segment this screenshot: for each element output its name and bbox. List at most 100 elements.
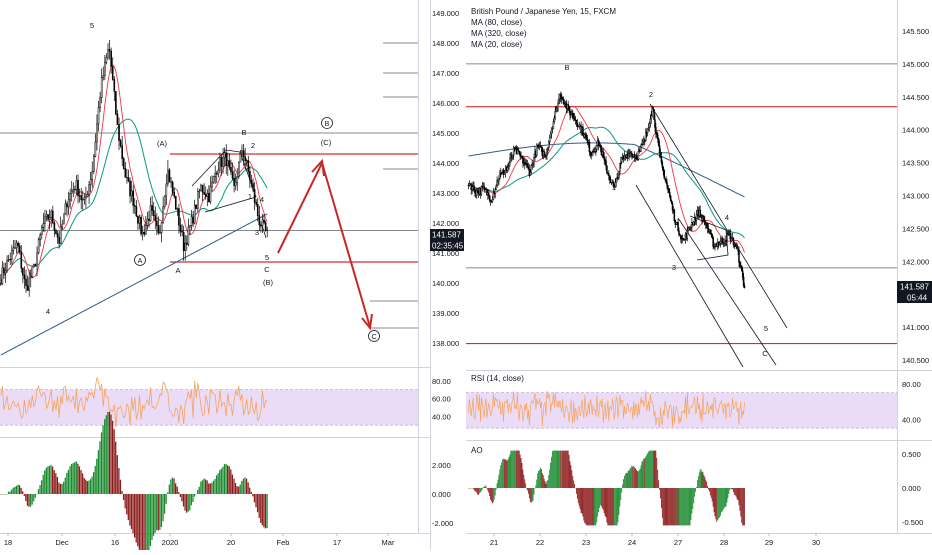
- ao-bar: [570, 465, 571, 488]
- ao-bar: [587, 488, 588, 525]
- ao-bar: [71, 464, 72, 494]
- ao-bar: [589, 488, 590, 525]
- legend-ma320[interactable]: MA (320, close): [471, 28, 616, 39]
- ao-bar: [642, 462, 643, 488]
- ao-bar: [588, 488, 589, 525]
- candle-body: [493, 193, 494, 199]
- candle-body: [193, 217, 194, 223]
- candle-body: [16, 243, 17, 248]
- candle-body: [498, 178, 499, 181]
- ao-bar: [659, 488, 660, 490]
- candle-body: [68, 200, 69, 207]
- candle-body: [208, 193, 209, 202]
- left-price-tick: 145.000: [432, 129, 459, 138]
- ao-bar: [112, 421, 113, 494]
- right-price-tick: 142.500: [902, 224, 929, 233]
- ao-bar: [184, 494, 185, 511]
- ao-bar: [698, 476, 699, 488]
- ao-bar: [619, 488, 620, 515]
- ao-bar: [230, 469, 231, 494]
- wave-label-w4: 4: [46, 307, 50, 316]
- ao-bar: [522, 463, 523, 488]
- symbol-title[interactable]: British Pound / Japanese Yen, 15, FXCM: [471, 6, 616, 17]
- candle-body: [136, 206, 137, 216]
- left-price-tick: 140.000: [432, 279, 459, 288]
- ao-label: AO: [471, 446, 483, 455]
- candle-body: [139, 217, 140, 223]
- ao-bar: [554, 451, 555, 488]
- ao-bar: [708, 488, 709, 490]
- legend-ma80[interactable]: MA (80, close): [471, 17, 616, 28]
- ao-bar: [667, 488, 668, 525]
- ao-bar: [140, 494, 141, 550]
- ao-bar: [685, 488, 686, 525]
- candle-body: [574, 118, 575, 120]
- ao-bar: [60, 484, 61, 494]
- candle-body: [492, 199, 493, 202]
- ao-bar: [590, 488, 591, 525]
- candle-body: [658, 139, 659, 146]
- ao-bar: [523, 475, 524, 488]
- ao-bar: [731, 488, 732, 489]
- ao-bar: [93, 472, 94, 494]
- candle-body: [82, 200, 83, 201]
- ao-bar: [657, 470, 658, 488]
- left-price-tick: 144.000: [432, 159, 459, 168]
- right-rsi-tick: 40.00: [902, 415, 921, 424]
- candle-body: [609, 176, 610, 180]
- ao-bar: [181, 494, 182, 501]
- wave-label-w1: 1: [248, 192, 252, 201]
- ao-bar: [533, 488, 534, 501]
- ao-bar: [706, 482, 707, 488]
- ao-bar: [535, 485, 536, 488]
- ao-bar: [723, 488, 724, 510]
- candle-body: [474, 186, 475, 190]
- candle-body: [131, 191, 132, 196]
- ao-bar: [696, 487, 697, 488]
- ao-bar: [655, 451, 656, 488]
- ao-bar: [252, 494, 253, 496]
- legend-ma20[interactable]: MA (20, close): [471, 39, 616, 50]
- ao-bar: [161, 494, 162, 527]
- ao-bar: [532, 488, 533, 502]
- ao-bar: [508, 459, 509, 488]
- ao-bar: [44, 470, 45, 494]
- ao-bar: [641, 465, 642, 488]
- ao-bar: [558, 451, 559, 488]
- ao-bar: [556, 451, 557, 488]
- right-time-tick: 28: [720, 538, 728, 547]
- ao-bar: [55, 473, 56, 494]
- wave-label-w4: 4: [725, 213, 729, 222]
- ao-bar: [563, 451, 564, 488]
- candle-body: [27, 286, 28, 291]
- candle-body: [589, 142, 590, 151]
- ao-bar: [617, 488, 618, 525]
- candle-body: [671, 201, 672, 203]
- ao-bar: [109, 412, 110, 494]
- ao-bar: [183, 494, 184, 506]
- ao-bar: [28, 494, 29, 507]
- ao-bar: [110, 414, 111, 494]
- ao-bar: [609, 488, 610, 525]
- candle-body: [603, 152, 604, 157]
- rsi-label: RSI (14, close): [471, 374, 524, 383]
- ao-bar: [177, 486, 178, 494]
- left-time-tick: 2020: [162, 538, 179, 547]
- ao-bar: [17, 485, 18, 494]
- ao-bar: [76, 461, 77, 494]
- candle-body: [638, 151, 639, 159]
- ao-bar: [734, 488, 735, 495]
- ao-bar: [266, 494, 267, 528]
- ao-bar: [606, 488, 607, 517]
- right-price-tick: 143.500: [902, 159, 929, 168]
- candle-body: [66, 204, 67, 207]
- candle-body: [616, 178, 617, 182]
- ao-bar: [13, 488, 14, 494]
- ao-bar: [607, 488, 608, 523]
- right-ao-tick: -0.500: [902, 518, 923, 527]
- ao-bar: [611, 488, 612, 525]
- candle-body: [48, 215, 49, 220]
- candle-body: [520, 154, 521, 156]
- ao-bar: [507, 461, 508, 488]
- ao-bar: [481, 488, 482, 491]
